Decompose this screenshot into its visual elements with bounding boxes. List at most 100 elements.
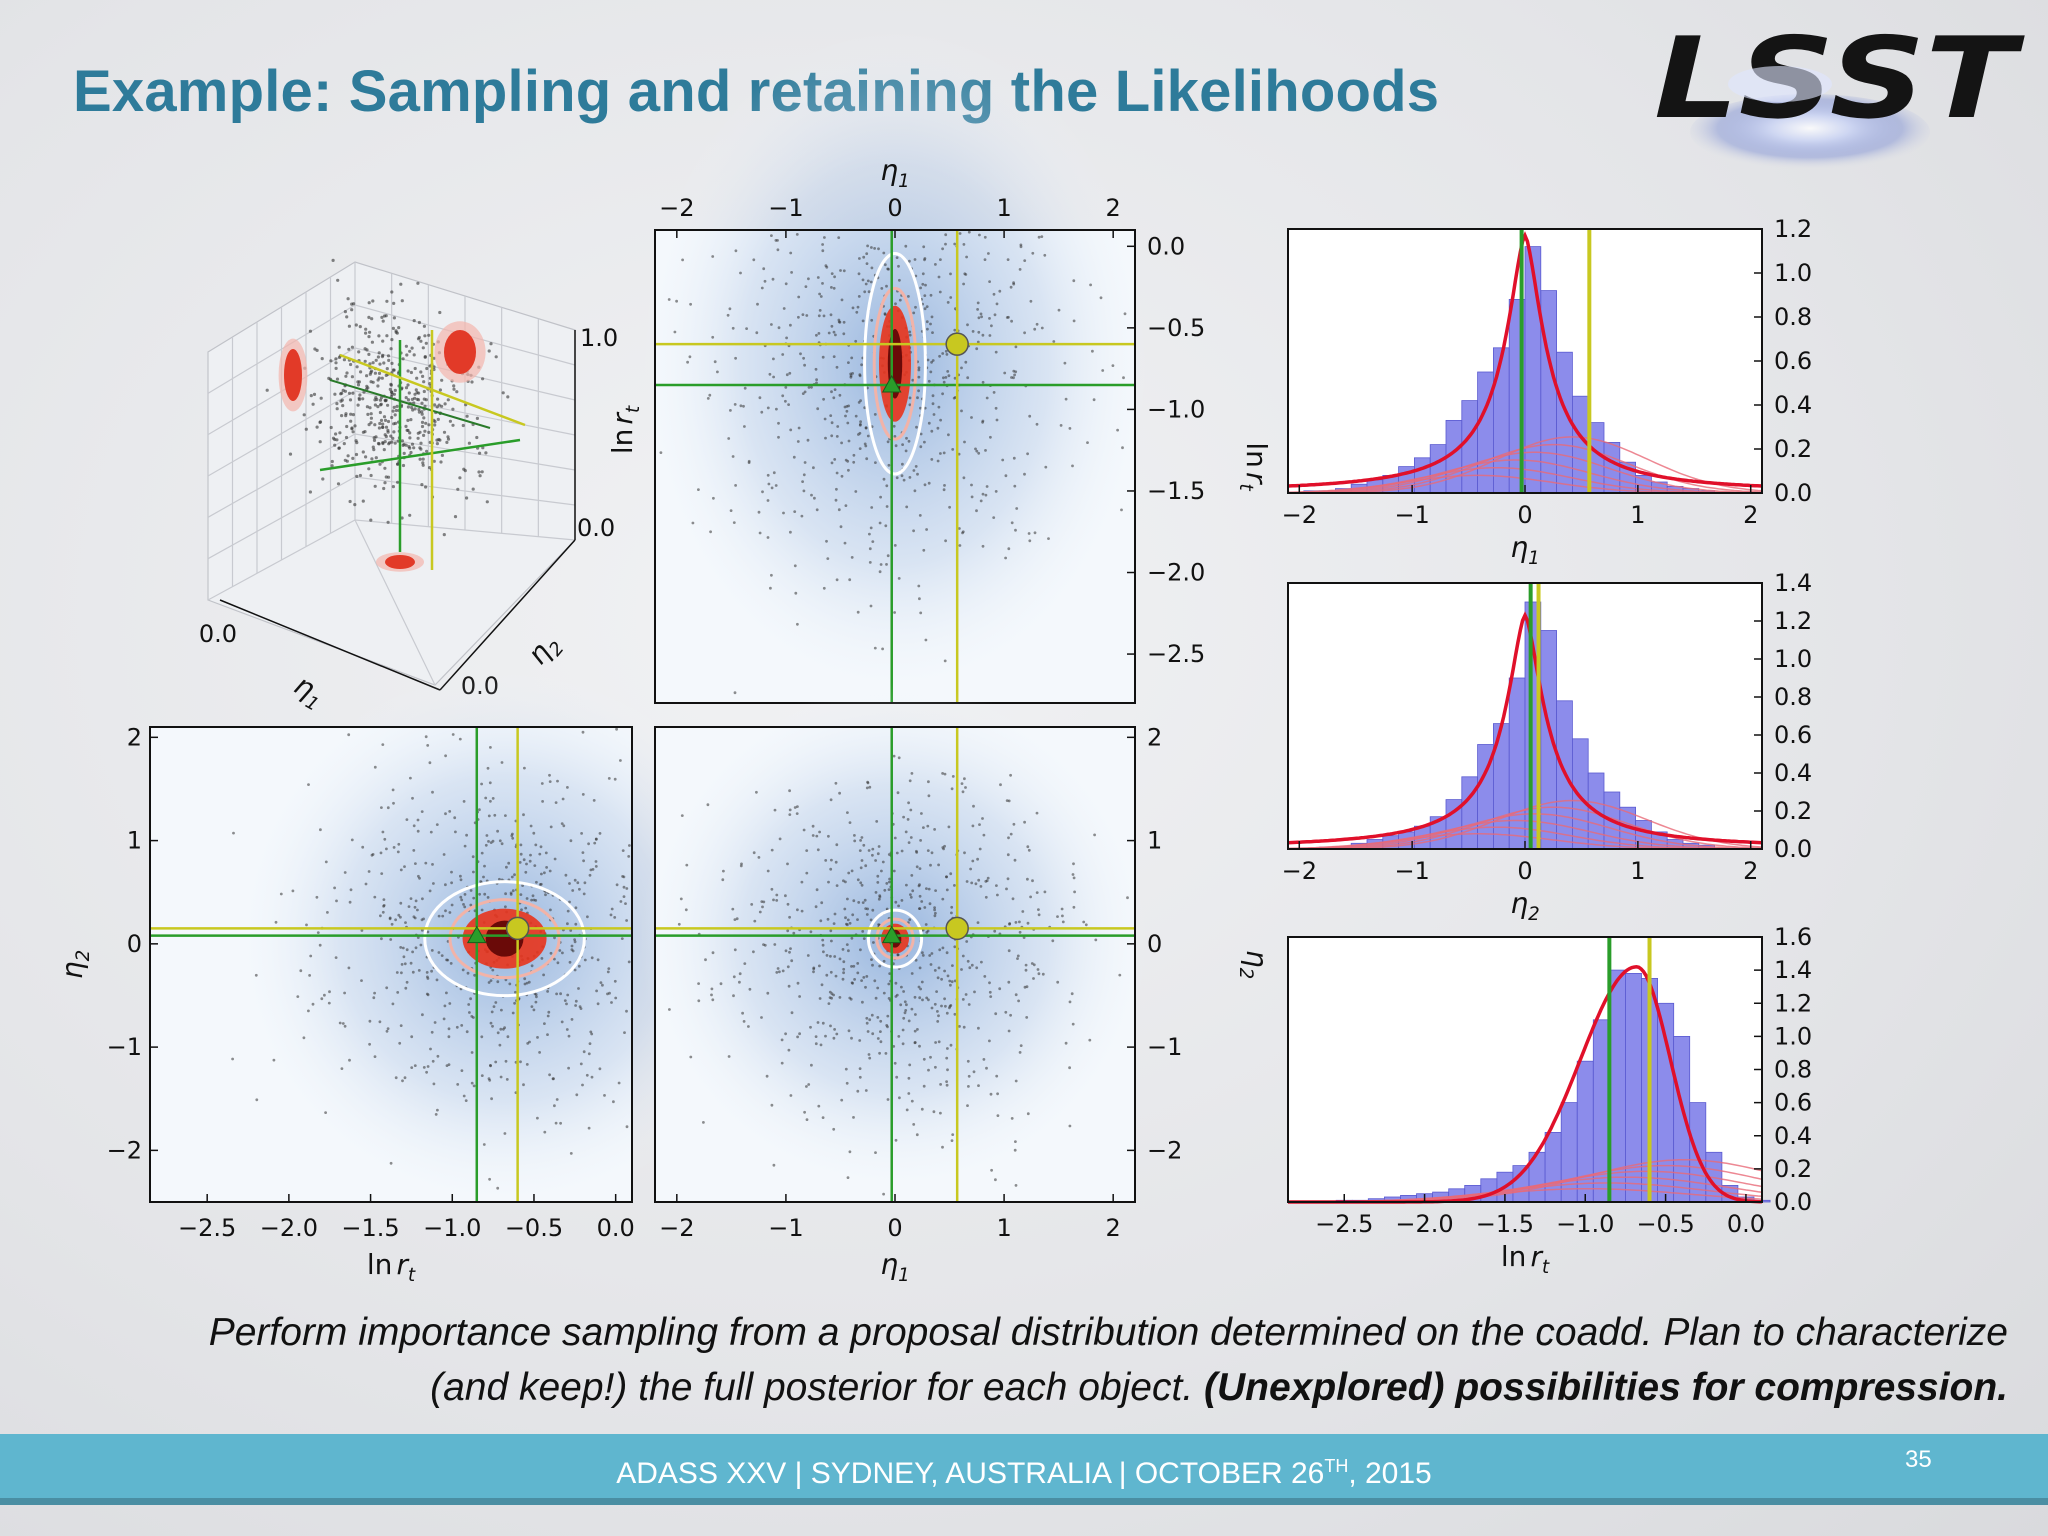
sample-point bbox=[970, 495, 974, 499]
sample-point bbox=[923, 307, 927, 311]
sample-point bbox=[384, 475, 388, 479]
sample-point bbox=[420, 483, 424, 487]
sample-point bbox=[829, 414, 833, 417]
sample-point bbox=[590, 956, 594, 960]
sample-point bbox=[915, 1133, 919, 1137]
sample-point bbox=[936, 976, 940, 980]
truth-marker bbox=[881, 925, 902, 944]
sample-point bbox=[886, 1098, 890, 1101]
sample-point bbox=[770, 323, 773, 326]
sample-point bbox=[892, 754, 896, 758]
y-tick-label: −1 bbox=[107, 1033, 142, 1061]
sample-point bbox=[983, 235, 987, 239]
sample-point bbox=[776, 248, 780, 252]
sample-point bbox=[525, 897, 529, 900]
sample-point bbox=[394, 918, 397, 922]
sample-point bbox=[748, 987, 752, 991]
sample-point bbox=[919, 286, 922, 290]
sample-point bbox=[908, 396, 912, 400]
sample-point bbox=[990, 1168, 993, 1172]
sample-point bbox=[995, 1074, 999, 1078]
sample-point bbox=[580, 832, 583, 835]
sample-point bbox=[982, 1058, 986, 1061]
sample-point bbox=[994, 1012, 998, 1016]
sample-point bbox=[977, 316, 981, 320]
sample-point bbox=[710, 987, 714, 991]
sample-point bbox=[465, 496, 469, 500]
sample-point bbox=[406, 405, 410, 409]
sample-point bbox=[1116, 428, 1119, 432]
sample-point bbox=[898, 1096, 901, 1100]
x-tick-label: −1.5 bbox=[1476, 1210, 1534, 1238]
sample-point bbox=[315, 425, 319, 429]
sample-point bbox=[380, 315, 384, 319]
sample-point bbox=[819, 295, 823, 298]
sample-point bbox=[897, 264, 900, 268]
sample-point bbox=[777, 421, 780, 425]
sample-point bbox=[408, 436, 412, 440]
sample-point bbox=[414, 946, 418, 950]
sample-point bbox=[850, 356, 854, 360]
sample-point bbox=[1086, 441, 1089, 444]
sample-point bbox=[899, 1003, 903, 1007]
sample-point bbox=[383, 418, 388, 422]
x-axis-label: ln rt bbox=[1501, 1240, 1550, 1278]
sample-point bbox=[1022, 936, 1026, 939]
sample-point bbox=[316, 931, 320, 934]
sample-point bbox=[984, 449, 987, 452]
sample-point bbox=[627, 855, 631, 858]
sample-point bbox=[1029, 299, 1033, 303]
sample-point bbox=[472, 896, 476, 900]
estimate-marker bbox=[505, 916, 530, 941]
sample-point bbox=[847, 1029, 851, 1033]
sample-point bbox=[450, 881, 453, 885]
sample-point bbox=[874, 1151, 877, 1154]
sample-point bbox=[1009, 832, 1013, 836]
sample-point bbox=[945, 1011, 949, 1015]
sample-point bbox=[374, 396, 378, 400]
sample-point bbox=[743, 962, 747, 965]
sample-point bbox=[471, 855, 475, 859]
sample-point bbox=[424, 735, 428, 739]
sample-point bbox=[864, 985, 867, 989]
sample-point bbox=[425, 971, 429, 974]
sample-point bbox=[403, 1076, 407, 1080]
sample-point bbox=[612, 1100, 615, 1104]
sample-point bbox=[489, 799, 492, 803]
sample-point bbox=[864, 426, 868, 429]
sample-point bbox=[470, 1051, 474, 1054]
sample-point bbox=[506, 1035, 510, 1039]
sample-point bbox=[1111, 364, 1115, 367]
sample-point bbox=[448, 1002, 452, 1005]
sample-point bbox=[943, 997, 946, 1001]
sample-point bbox=[977, 878, 981, 882]
sample-point bbox=[832, 1127, 836, 1131]
sample-point bbox=[500, 761, 504, 764]
sample-point bbox=[452, 384, 456, 388]
sample-point bbox=[790, 271, 793, 274]
sample-point bbox=[950, 911, 953, 915]
sample-point bbox=[487, 349, 491, 353]
sample-point bbox=[462, 467, 466, 471]
sample-point bbox=[981, 380, 985, 384]
sample-point bbox=[459, 895, 463, 899]
sample-point bbox=[893, 1061, 897, 1065]
sample-point bbox=[590, 1075, 594, 1079]
sample-point bbox=[774, 484, 778, 487]
sample-point bbox=[1035, 891, 1039, 894]
sample-point bbox=[925, 996, 929, 1000]
sample-point bbox=[415, 376, 419, 380]
sample-point bbox=[877, 845, 881, 848]
sample-point bbox=[893, 544, 897, 547]
sample-point bbox=[897, 577, 901, 580]
sample-point bbox=[404, 344, 408, 348]
sample-point bbox=[753, 919, 757, 923]
sample-point bbox=[911, 889, 915, 893]
sample-point bbox=[567, 1034, 571, 1038]
sample-point bbox=[576, 881, 580, 885]
sample-point bbox=[422, 917, 425, 921]
sample-point bbox=[498, 877, 501, 881]
estimate-line bbox=[339, 353, 526, 427]
sample-point bbox=[424, 421, 428, 425]
sample-point bbox=[622, 895, 626, 898]
